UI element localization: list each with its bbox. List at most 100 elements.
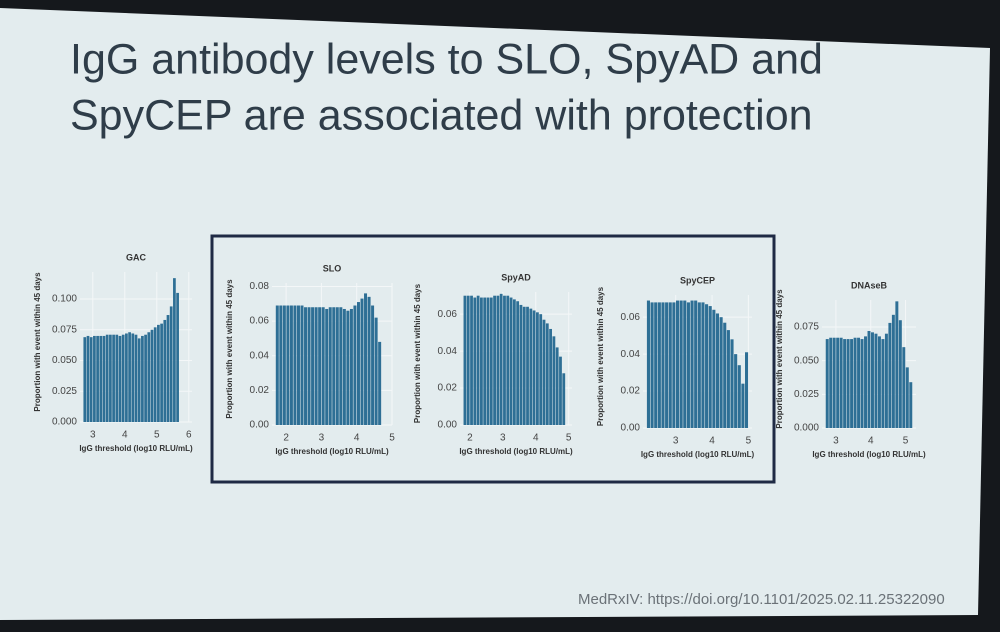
x-tick-label: 3 [833, 436, 839, 447]
bar [89, 337, 93, 422]
bar [654, 302, 658, 428]
bar [690, 300, 694, 428]
bar [93, 335, 96, 422]
bar [745, 352, 749, 428]
bar [489, 297, 493, 425]
x-tick-label: 4 [122, 430, 128, 441]
y-tick-label: 0.04 [621, 349, 641, 360]
bar [846, 339, 850, 428]
bar [296, 305, 300, 425]
chart-title: DNAseB [851, 280, 888, 290]
y-tick-label: 0.06 [621, 312, 641, 323]
bar [364, 293, 368, 425]
bar [279, 305, 283, 425]
bar [96, 335, 99, 422]
x-tick-label: 3 [90, 430, 96, 441]
bar [867, 330, 871, 428]
bar [836, 337, 840, 428]
y-tick-label: 0.025 [794, 389, 819, 400]
y-tick-label: 0.100 [52, 294, 77, 305]
bar [353, 305, 357, 425]
chart-title: GAC [126, 252, 147, 262]
y-tick-label: 0.050 [52, 355, 77, 366]
bar [480, 297, 483, 425]
bar [360, 298, 364, 425]
bar [715, 313, 720, 428]
bar [112, 334, 115, 422]
bar [891, 314, 895, 428]
bar [293, 305, 297, 425]
bar [166, 315, 170, 422]
bar [115, 334, 119, 422]
y-tick-label: 0.06 [438, 309, 458, 320]
bar [522, 306, 526, 425]
bar [562, 373, 566, 425]
y-tick-label: 0.000 [794, 423, 819, 434]
y-axis-label: Proportion with event within 45 days [225, 279, 234, 419]
slide-title-line: SpyCEP are associated with protection [70, 91, 813, 139]
bar [843, 339, 847, 428]
bar [496, 295, 500, 425]
bar [342, 308, 346, 425]
x-axis-label: IgG threshold (log10 RLU/mL) [459, 447, 573, 456]
bar [665, 302, 669, 428]
y-tick-label: 0.02 [621, 386, 641, 397]
bar [160, 323, 163, 422]
bar [545, 323, 549, 425]
bar [853, 337, 857, 428]
x-tick-label: 3 [319, 433, 325, 444]
bar [860, 339, 864, 428]
x-tick-label: 2 [467, 433, 473, 444]
bar [289, 305, 293, 425]
x-tick-label: 3 [500, 433, 506, 444]
bar [153, 327, 157, 422]
bar [473, 297, 477, 425]
bar [888, 322, 892, 428]
bar [128, 332, 131, 422]
bar [549, 328, 552, 425]
bar [526, 306, 529, 425]
bar [176, 292, 179, 422]
bar [332, 307, 336, 425]
bar [150, 329, 154, 422]
y-tick-label: 0.02 [438, 383, 458, 394]
bar [532, 310, 536, 425]
bar [286, 305, 290, 425]
chart: GAC 0.000 0.025 0.050 0.075 0.100 3 4 5 6 IgG thre… [33, 252, 193, 453]
bar [657, 302, 661, 428]
bar [871, 332, 874, 428]
bar [881, 339, 885, 428]
bar [356, 302, 360, 425]
bar [719, 317, 723, 428]
bar [282, 305, 286, 425]
bar [346, 310, 350, 425]
bar [539, 314, 543, 425]
bar [829, 337, 833, 428]
bar [857, 337, 861, 428]
bar [339, 307, 343, 425]
x-axis-label: IgG threshold (log10 RLU/mL) [79, 444, 193, 453]
bar [650, 302, 654, 428]
bar [121, 334, 125, 422]
bar [895, 301, 899, 428]
bar [661, 302, 665, 428]
bar [909, 382, 913, 428]
x-tick-label: 5 [566, 433, 572, 444]
bar [536, 312, 539, 425]
bar [169, 306, 173, 422]
bar [134, 334, 138, 422]
bar [131, 333, 135, 422]
y-tick-label: 0.04 [438, 346, 458, 357]
chart-title: SpyCEP [680, 275, 715, 285]
x-tick-label: 6 [186, 430, 192, 441]
bar [864, 336, 867, 428]
bar [163, 319, 167, 422]
bar [147, 332, 151, 422]
bar [102, 335, 106, 422]
bar [839, 337, 843, 428]
bar [542, 319, 546, 425]
bar [470, 295, 473, 425]
